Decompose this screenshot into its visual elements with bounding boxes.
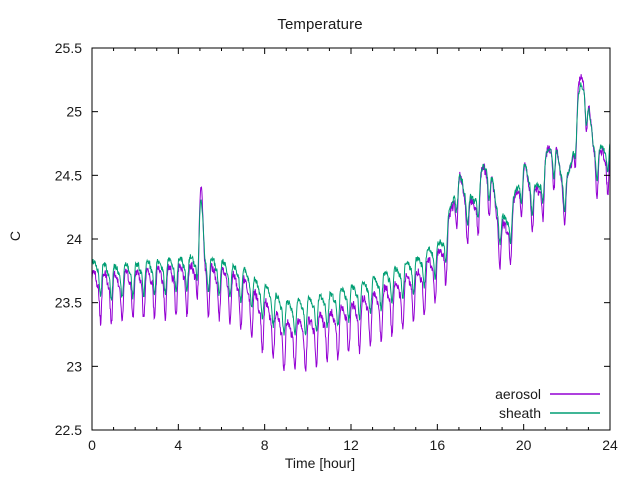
x-tick-label: 12 [343,437,359,453]
tick-label-layer: 0 4 8 12 16 20 24 22.5 23 23.5 24 24.5 25 25.5 [55,40,618,453]
legend-label-aerosol: aerosol [495,386,541,402]
y-tick-label: 22.5 [55,422,82,438]
x-tick-label: 20 [516,437,532,453]
series-line-aerosol [91,74,611,372]
y-tick-label: 25.5 [55,40,82,56]
series-line-sheath [91,82,611,336]
y-tick-label: 24.5 [55,167,82,183]
legend-label-sheath: sheath [499,405,541,421]
y-tick-label: 23.5 [55,295,82,311]
axes-layer [91,47,611,431]
x-tick-label: 24 [602,437,618,453]
y-tick-label: 25 [66,104,82,120]
x-tick-label: 8 [261,437,269,453]
legend-layer: aerosol sheath [495,386,600,421]
series-layer [91,74,611,372]
x-tick-label: 0 [88,437,96,453]
y-tick-label: 24 [66,231,82,247]
x-tick-label: 16 [430,437,446,453]
y-tick-label: 23 [66,358,82,374]
x-axis-label: Time [hour] [284,455,356,471]
x-tick-label: 4 [174,437,182,453]
chart-title: Temperature [277,16,363,33]
